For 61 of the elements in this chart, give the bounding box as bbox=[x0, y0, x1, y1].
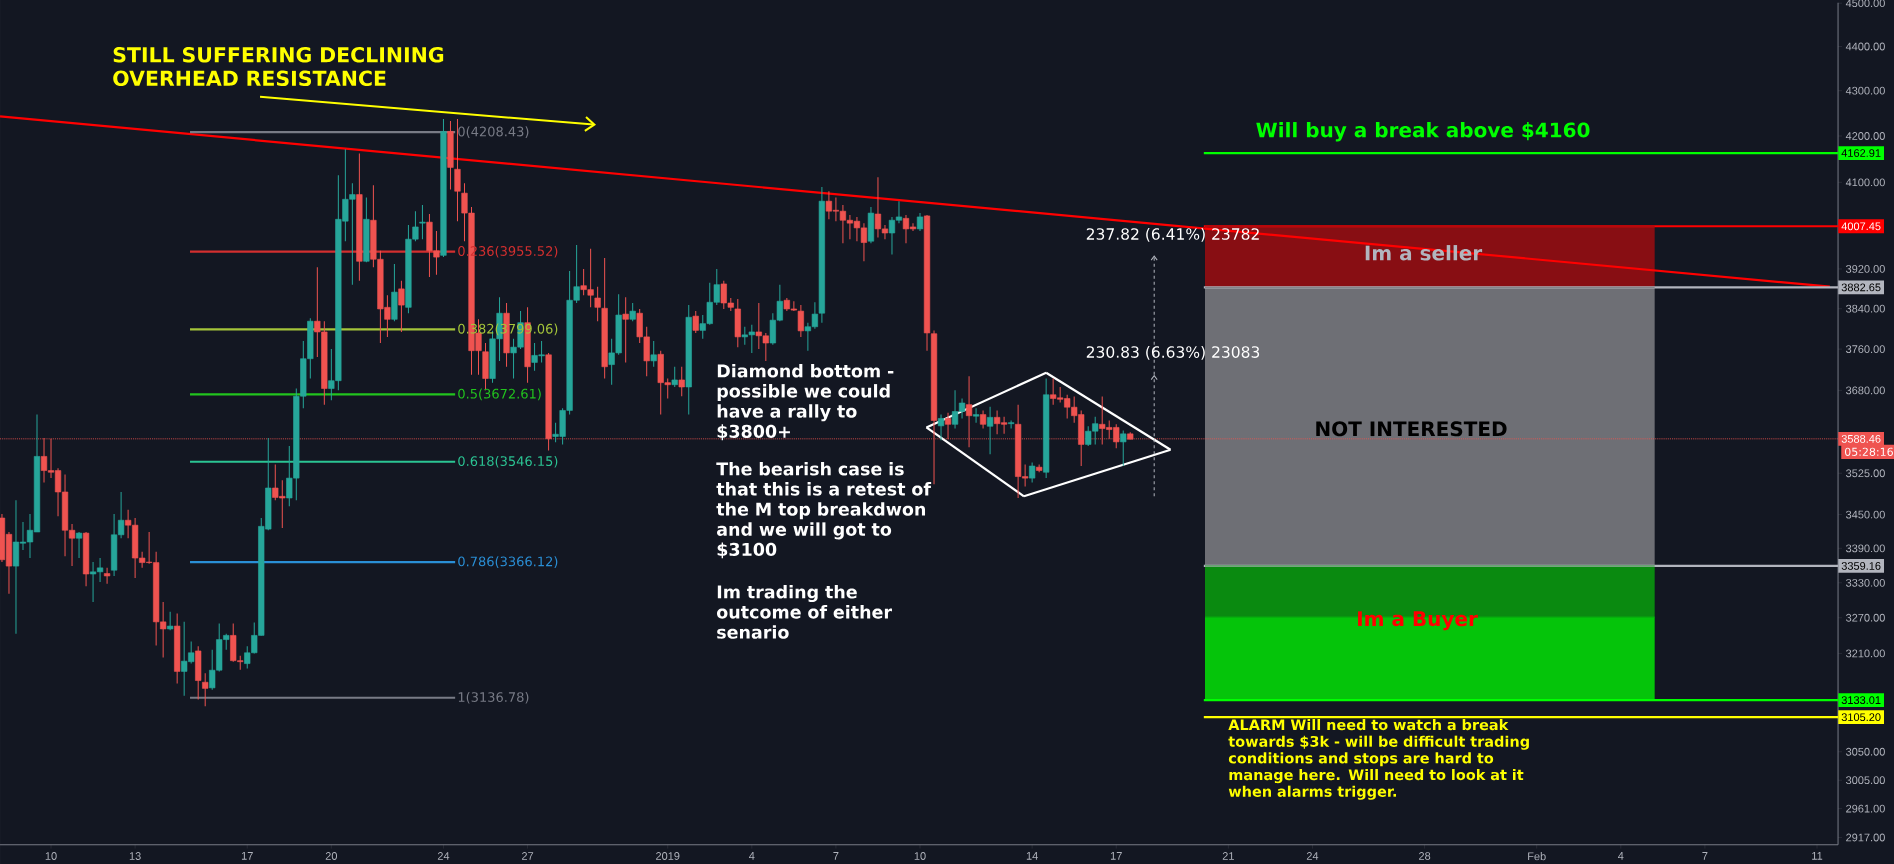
annotation: Diamond bottom - possible we could have a rally to $3800+ bbox=[717, 363, 894, 441]
x-tick-label: 7 bbox=[1702, 852, 1708, 860]
annotation: ALARM Will need to watch a break towards $3k - will be difficult trading conditions and stops are hard to manage here. Will need to look at it when alarms trigger. bbox=[1228, 718, 1529, 800]
data-label: 3133.01 bbox=[1841, 696, 1881, 704]
y-tick-label: 4100.00 bbox=[1845, 178, 1885, 187]
annotation: 230.83 (6.63%) 23083 bbox=[1086, 345, 1260, 360]
annotation: NOT INTERESTED bbox=[1316, 421, 1507, 437]
y-tick-label: 3450.00 bbox=[1846, 510, 1885, 519]
y-tick-label: 4500.00 bbox=[1845, 0, 1885, 8]
x-tick-label: 27 bbox=[521, 852, 534, 860]
y-tick-label: 3760.00 bbox=[1846, 345, 1885, 354]
annotation: STILL SUFFERING DECLINING OVERHEAD RESISTANCE bbox=[113, 47, 444, 87]
data-label: 3588.46 bbox=[1841, 434, 1881, 443]
annotation: Im trading the outcome of either senario bbox=[716, 584, 893, 639]
x-tick-label: 14 bbox=[1026, 852, 1038, 860]
text: 05:28:16 bbox=[1844, 447, 1893, 456]
data-label: 3882.65 bbox=[1841, 283, 1881, 292]
annotation: 237.82 (6.41%) 23782 bbox=[1086, 227, 1259, 242]
x-tick-label: 21 bbox=[1222, 852, 1234, 860]
annotation: The bearish case is that this is a retest of the M top breakdwon and we will got to $3100 bbox=[716, 461, 932, 559]
x-tick-label: 4 bbox=[749, 852, 755, 860]
y-tick-label: 4200.00 bbox=[1845, 132, 1885, 140]
y-tick-label: 3270.00 bbox=[1846, 613, 1885, 622]
x-tick-label: 24 bbox=[437, 852, 450, 860]
y-tick-label: 3680.00 bbox=[1846, 386, 1885, 395]
series-label: 0.618(3546.15) bbox=[458, 455, 558, 468]
series-label: 0.786(3366.12) bbox=[458, 556, 558, 568]
y-tick-label: 2917.00 bbox=[1846, 833, 1885, 842]
x-tick-label: 11 bbox=[1812, 852, 1823, 860]
x-tick-label: 17 bbox=[1110, 852, 1122, 860]
data-label: 4162.91 bbox=[1841, 149, 1881, 157]
data-label: 3105.20 bbox=[1841, 713, 1881, 722]
data-label: 3359.16 bbox=[1841, 562, 1881, 570]
x-tick-label: 24 bbox=[1306, 852, 1319, 860]
y-tick-label: 3005.00 bbox=[1846, 776, 1885, 785]
y-tick-label: 4400.00 bbox=[1845, 42, 1885, 51]
x-tick-label: 28 bbox=[1419, 852, 1431, 860]
x-tick-label: 10 bbox=[45, 852, 57, 860]
y-tick-label: 2961.00 bbox=[1846, 804, 1885, 813]
annotation: Will buy a break above $4160 bbox=[1256, 122, 1590, 142]
y-tick-label: 3330.00 bbox=[1846, 578, 1885, 587]
y-tick-label: 4300.00 bbox=[1845, 86, 1885, 95]
data-label: 4007.45 bbox=[1841, 222, 1881, 231]
annotation: Im a Buyer bbox=[1358, 611, 1478, 631]
x-tick-label: 7 bbox=[833, 852, 839, 860]
y-tick-label: 3050.00 bbox=[1846, 747, 1885, 756]
x-tick-label: 10 bbox=[914, 852, 926, 860]
series-label: 1(3136.78) bbox=[458, 691, 529, 704]
x-tick-label: 13 bbox=[129, 852, 141, 860]
x-tick-label: Feb bbox=[1528, 852, 1546, 861]
series-label: 0(4208.43) bbox=[458, 126, 529, 138]
y-tick-label: 3390.00 bbox=[1846, 544, 1885, 553]
y-tick-label: 3525.00 bbox=[1846, 469, 1885, 478]
x-tick-label: 20 bbox=[325, 852, 338, 860]
x-tick-label: 2019 bbox=[656, 852, 680, 860]
x-tick-label: 4 bbox=[1617, 852, 1624, 860]
y-tick-label: 3920.00 bbox=[1846, 265, 1885, 273]
x-tick-label: 17 bbox=[241, 852, 253, 860]
y-tick-label: 3210.00 bbox=[1846, 649, 1885, 658]
y-tick-label: 3840.00 bbox=[1846, 304, 1885, 313]
series-label: 0.5(3672.61) bbox=[458, 388, 541, 401]
